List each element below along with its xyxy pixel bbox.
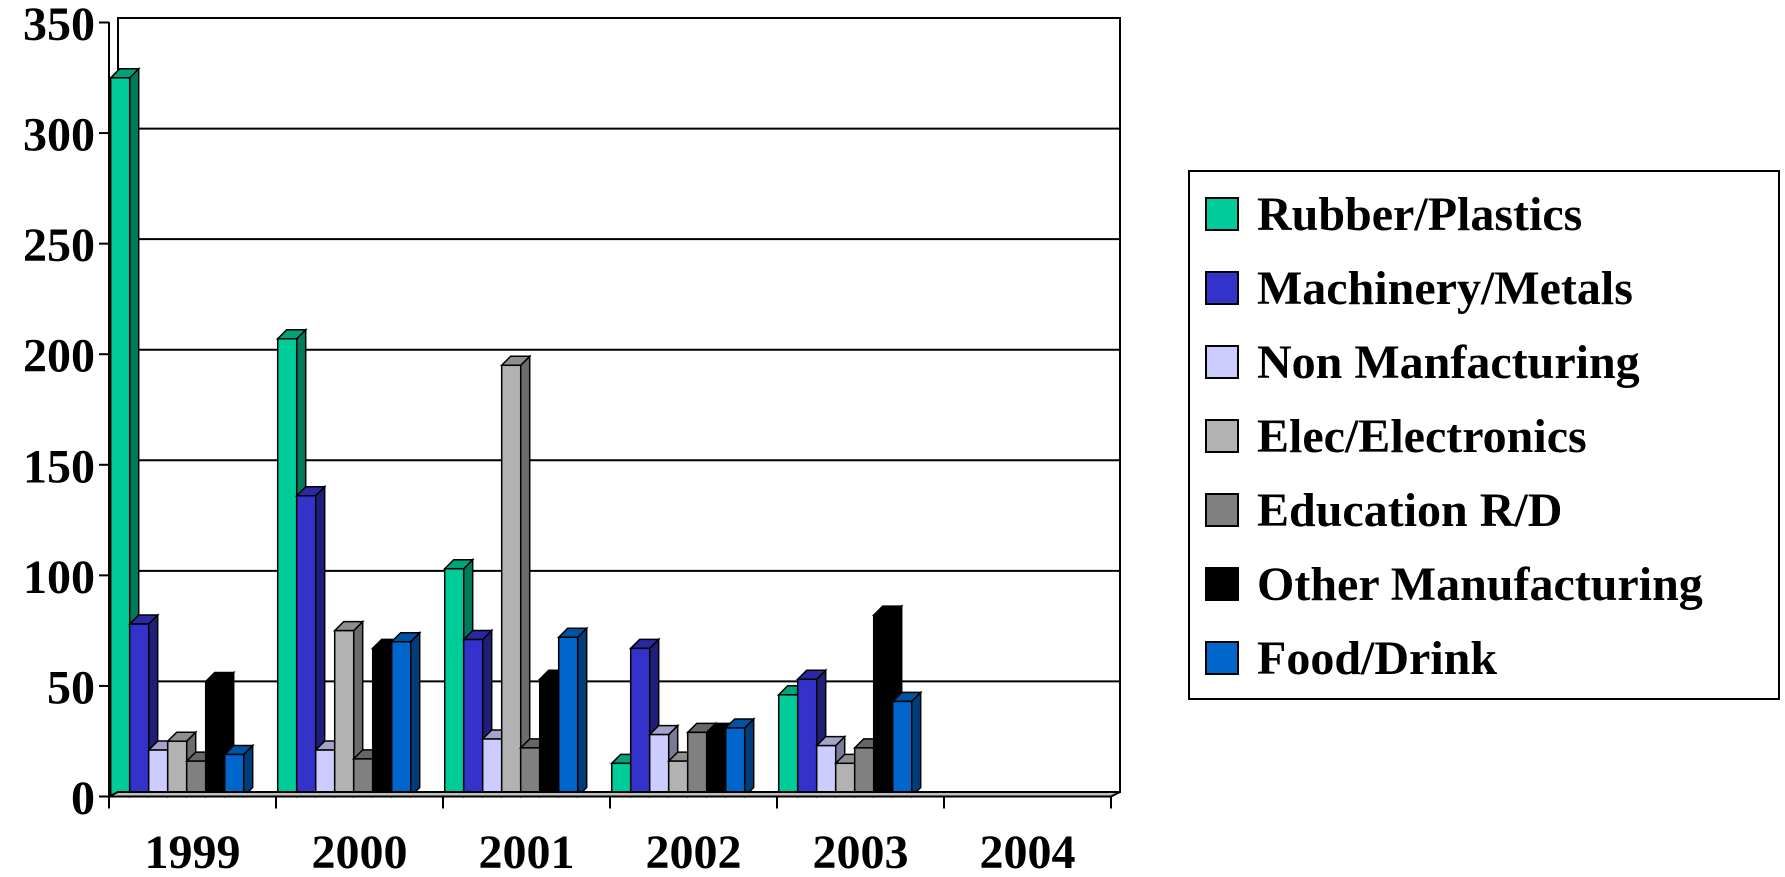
y-tick-label: 150: [23, 440, 95, 493]
legend-item: Machinery/Metals: [1205, 256, 1633, 320]
bar: [499, 354, 532, 799]
legend-swatch: [1205, 271, 1239, 305]
y-tick-label: 350: [23, 0, 95, 51]
y-tick-label: 200: [23, 330, 95, 383]
legend-swatch: [1205, 641, 1239, 675]
y-tick-label: 50: [47, 661, 95, 714]
legend-label: Elec/Electronics: [1257, 409, 1587, 463]
grid-lines: [117, 17, 1121, 793]
y-tick-label: 0: [71, 772, 95, 825]
legend-label: Machinery/Metals: [1257, 261, 1633, 315]
bar: [389, 630, 422, 799]
bar: [556, 626, 589, 799]
legend-swatch: [1205, 197, 1239, 231]
legend-swatch: [1205, 493, 1239, 527]
bars: [108, 66, 923, 799]
legend-swatch: [1205, 345, 1239, 379]
y-tick-label: 250: [23, 219, 95, 272]
bar: [294, 484, 327, 799]
legend-label: Rubber/Plastics: [1257, 187, 1583, 241]
bar: [890, 690, 923, 799]
legend-swatch: [1205, 567, 1239, 601]
y-axis-tick-labels: 0 50 100 150 200 250 300 350: [23, 0, 109, 825]
legend-swatch: [1205, 419, 1239, 453]
legend-item: Elec/Electronics: [1205, 404, 1587, 468]
legend-item: Other Manufacturing: [1205, 552, 1703, 616]
x-tick-label: 1999: [145, 826, 241, 877]
x-tick-label: 2004: [980, 826, 1076, 877]
x-tick-label: 2002: [646, 826, 742, 877]
legend-item: Food/Drink: [1205, 626, 1497, 690]
legend-label: Non Manfacturing: [1257, 335, 1640, 389]
legend-item: Education R/D: [1205, 478, 1562, 542]
x-tick-label: 2001: [479, 826, 575, 877]
legend-label: Food/Drink: [1257, 631, 1498, 685]
legend: Rubber/Plastics Machinery/Metals Non Manfa…: [1188, 170, 1780, 700]
bar: [222, 743, 255, 799]
x-tick-label: 2003: [813, 826, 909, 877]
legend-item: Rubber/Plastics: [1205, 182, 1582, 246]
y-tick-label: 100: [23, 551, 95, 604]
x-axis-tick-labels: 1999 2000 2001 2002 2003 2004: [108, 796, 1112, 877]
legend-item: Non Manfacturing: [1205, 330, 1640, 394]
bar: [723, 717, 756, 799]
legend-label: Education R/D: [1257, 483, 1563, 537]
legend-label: Other Manufacturing: [1257, 557, 1703, 611]
plot-area: [117, 17, 1121, 793]
x-tick-label: 2000: [312, 826, 408, 877]
y-tick-label: 300: [23, 109, 95, 162]
